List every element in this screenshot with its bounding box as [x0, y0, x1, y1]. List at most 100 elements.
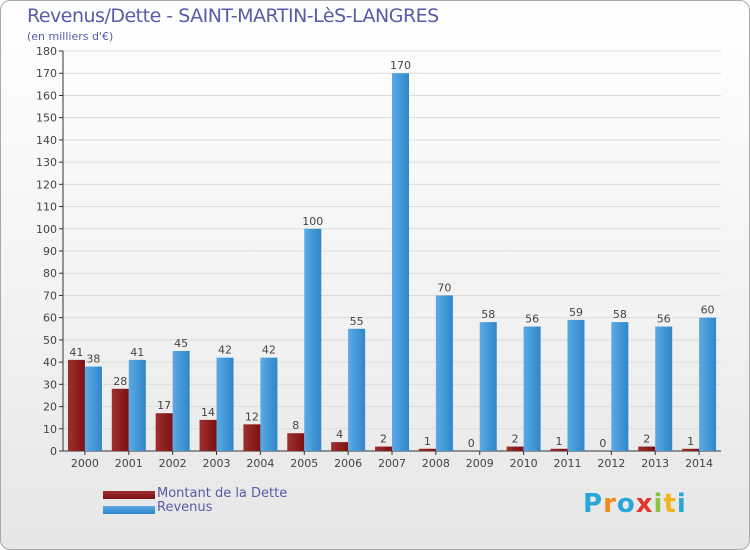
y-tick-label: 120 [36, 178, 57, 191]
bar-debt-2001 [111, 388, 129, 451]
bar-revenue-2001 [128, 359, 146, 451]
y-tick-label: 30 [43, 378, 57, 391]
x-tick-label: 2000 [71, 457, 99, 470]
y-tick-label: 100 [36, 223, 57, 236]
y-tick-label: 50 [43, 334, 57, 347]
x-tick-label: 2004 [246, 457, 274, 470]
bar-label-debt-2001: 28 [113, 375, 127, 388]
bar-label-revenue-2006: 55 [350, 315, 364, 328]
y-tick-label: 80 [43, 267, 57, 280]
y-tick-label: 160 [36, 89, 57, 102]
proxiti-logo: Proxiti [583, 489, 687, 519]
bar-label-debt-2008: 1 [424, 435, 431, 448]
y-tick-label: 20 [43, 401, 57, 414]
legend-swatch-revenue [103, 506, 155, 514]
bar-label-debt-2002: 17 [157, 399, 171, 412]
y-tick-label: 140 [36, 134, 57, 147]
bar-debt-2002 [155, 413, 173, 451]
y-tick-label: 90 [43, 245, 57, 258]
bar-debt-2005 [287, 433, 305, 451]
bar-label-debt-2006: 4 [336, 428, 343, 441]
x-tick-label: 2006 [334, 457, 362, 470]
y-tick-label: 60 [43, 312, 57, 325]
bar-revenue-2010 [523, 326, 541, 451]
bar-label-revenue-2009: 58 [481, 308, 495, 321]
x-tick-label: 2013 [641, 457, 669, 470]
bar-debt-2003 [199, 419, 217, 451]
bar-debt-2004 [243, 424, 261, 451]
y-tick-label: 170 [36, 67, 57, 80]
bar-label-revenue-2007: 170 [390, 59, 411, 72]
bar-revenue-2008 [435, 295, 453, 451]
bar-label-revenue-2008: 70 [437, 281, 451, 294]
bar-revenue-2012 [611, 322, 629, 451]
logo-letter: t [663, 489, 677, 519]
bar-revenue-2009 [479, 322, 497, 451]
y-tick-label: 0 [50, 445, 57, 458]
x-tick-label: 2012 [597, 457, 625, 470]
x-tick-label: 2008 [422, 457, 450, 470]
bar-label-debt-2011: 1 [555, 435, 562, 448]
logo-letter: r [603, 489, 617, 519]
bar-revenue-2002 [172, 351, 190, 451]
bar-label-debt-2013: 2 [643, 433, 650, 446]
legend-label-revenue: Revenus [157, 500, 213, 515]
bar-label-revenue-2005: 100 [302, 215, 323, 228]
x-tick-label: 2003 [203, 457, 231, 470]
x-tick-label: 2014 [685, 457, 713, 470]
bar-label-revenue-2002: 45 [174, 337, 188, 350]
bar-label-debt-2009: 0 [468, 437, 475, 450]
bar-label-revenue-2012: 58 [613, 308, 627, 321]
bar-revenue-2007 [392, 73, 409, 451]
bar-label-debt-2004: 12 [245, 410, 259, 423]
bar-label-revenue-2001: 41 [130, 346, 144, 359]
bar-label-revenue-2000: 38 [86, 353, 100, 366]
y-tick-label: 110 [36, 201, 57, 214]
bar-revenue-2011 [567, 319, 585, 451]
x-tick-label: 2009 [466, 457, 494, 470]
bar-label-debt-2003: 14 [201, 406, 215, 419]
bar-label-debt-2000: 41 [69, 346, 83, 359]
y-tick-label: 40 [43, 356, 57, 369]
bar-label-revenue-2003: 42 [218, 344, 232, 357]
logo-letter: x [635, 489, 654, 519]
bar-revenue-2013 [655, 326, 673, 451]
logo-letter: o [616, 489, 636, 519]
bar-label-debt-2014: 1 [687, 435, 694, 448]
x-tick-label: 2005 [290, 457, 318, 470]
chart-title: Revenus/Dette - SAINT-MARTIN-LèS-LANGRES [27, 5, 439, 27]
bar-label-revenue-2014: 60 [701, 304, 715, 317]
bar-label-revenue-2011: 59 [569, 306, 583, 319]
bar-debt-2011 [550, 448, 568, 451]
bar-debt-2010 [506, 446, 524, 451]
bar-revenue-2000 [84, 366, 102, 451]
x-tick-label: 2010 [510, 457, 538, 470]
y-tick-label: 130 [36, 156, 57, 169]
x-tick-label: 2007 [378, 457, 406, 470]
bar-label-revenue-2004: 42 [262, 344, 276, 357]
chart-unit-label: (en milliers d'€) [27, 30, 114, 43]
bar-label-debt-2012: 0 [599, 437, 606, 450]
bar-revenue-2005 [304, 228, 322, 451]
logo-letter: P [583, 489, 604, 519]
logo-letter: i [653, 489, 664, 519]
bar-label-revenue-2010: 56 [525, 313, 539, 326]
legend-label-debt: Montant de la Dette [157, 486, 288, 501]
y-tick-label: 150 [36, 112, 57, 125]
bar-debt-2008 [418, 448, 436, 451]
bar-debt-2013 [638, 446, 656, 451]
bar-revenue-2014 [699, 317, 717, 451]
legend-swatch-debt [103, 491, 155, 499]
bar-label-debt-2010: 2 [512, 433, 519, 446]
x-tick-label: 2002 [159, 457, 187, 470]
y-tick-label: 10 [43, 423, 57, 436]
bar-label-debt-2005: 8 [292, 419, 299, 432]
bar-debt-2006 [331, 442, 349, 451]
bar-revenue-2003 [216, 357, 234, 451]
y-tick-label: 70 [43, 289, 57, 302]
bar-revenue-2004 [260, 357, 278, 451]
y-tick-label: 180 [36, 45, 57, 58]
x-tick-label: 2011 [553, 457, 581, 470]
